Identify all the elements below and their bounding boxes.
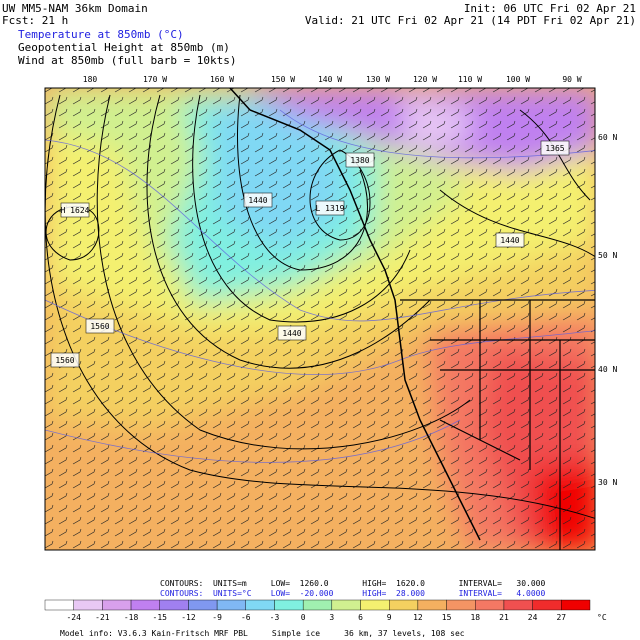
colorbar-label: -21 (95, 613, 110, 622)
contour-label: 1440 (500, 236, 519, 245)
colorbar-label: -3 (270, 613, 280, 622)
colorbar-label: -6 (241, 613, 251, 622)
latitude-label: 30 N (598, 478, 617, 487)
colorbar-label: -9 (212, 613, 222, 622)
colorbar-swatch (130, 599, 160, 611)
colorbar-swatch (503, 599, 533, 611)
colorbar-swatch (446, 599, 476, 611)
colorbar-swatch (274, 599, 304, 611)
longitude-label: 130 W (366, 75, 390, 84)
colorbar-swatch (44, 599, 74, 611)
colorbar-label: -24 (66, 613, 81, 622)
contour-label-box (495, 232, 525, 248)
valid-time: Valid: 21 UTC Fri 02 Apr 21 (14 PDT Fri … (305, 14, 636, 27)
borders (400, 299, 595, 550)
contour-info: CONTOURS: UNITS=m LOW= 1260.0 HIGH= 1620… (160, 579, 545, 588)
colorbar-label: 9 (387, 613, 392, 622)
colorbar-swatch (360, 599, 390, 611)
colorbar-swatch (245, 599, 275, 611)
map-frame (44, 87, 596, 551)
contour-label: 1440 (282, 329, 301, 338)
forecast-hour: Fcst: 21 h (2, 14, 68, 27)
contour-label-box (540, 140, 570, 156)
colorbar-swatch (532, 599, 562, 611)
longitude-label: 180 (83, 75, 98, 84)
contour-label-box (60, 202, 90, 218)
init-time: Init: 06 UTC Fri 02 Apr 21 (464, 2, 636, 15)
contour-label: L 1319 (316, 204, 345, 213)
colorbar-swatch (561, 599, 591, 611)
colorbar-label: 15 (442, 613, 452, 622)
colorbar-label: 12 (413, 613, 423, 622)
colorbar-swatch (102, 599, 132, 611)
colorbar-label: 21 (499, 613, 509, 622)
title: UW MM5-NAM 36km Domain (2, 2, 148, 15)
longitude-label: 100 W (506, 75, 530, 84)
colorbar-label: 27 (556, 613, 566, 622)
latitude-label: 60 N (598, 133, 617, 142)
contour-label: 1560 (90, 322, 109, 331)
contour-label: 1380 (350, 156, 369, 165)
colorbar-swatch (475, 599, 505, 611)
model-info: Model info: V3.6.3 Kain-Fritsch MRF PBL … (60, 629, 465, 638)
temperature-contours (45, 109, 595, 463)
colorbar-swatch (216, 599, 246, 611)
longitude-label: 110 W (458, 75, 482, 84)
colorbar-swatch (331, 599, 361, 611)
latitude-label: 50 N (598, 251, 617, 260)
longitude-label: 170 W (143, 75, 167, 84)
colorbar-label: 6 (358, 613, 363, 622)
height-contours (45, 94, 595, 519)
longitude-label: 140 W (318, 75, 342, 84)
colorbar-unit: °C (597, 613, 607, 622)
colorbar-swatch (188, 599, 218, 611)
coastline (229, 88, 481, 541)
longitude-label: 150 W (271, 75, 295, 84)
colorbar-label: -18 (124, 613, 139, 622)
field-label: Wind at 850mb (full barb = 10kts) (18, 54, 237, 67)
contour-label-box (85, 318, 115, 334)
colorbar-label: 0 (301, 613, 306, 622)
colorbar-swatch (159, 599, 189, 611)
contour-label: 1365 (545, 144, 564, 153)
colorbar-swatch (302, 599, 333, 611)
colorbar-label: 18 (470, 613, 480, 622)
latitude-label: 40 N (598, 365, 617, 374)
contour-label-box (50, 352, 80, 368)
contour-label: 1560 (55, 356, 74, 365)
colorbar-swatch (389, 599, 419, 611)
contour-label-box (345, 152, 375, 168)
colorbar-label: 3 (329, 613, 334, 622)
contour-label: H 1624 (61, 206, 90, 215)
contour-label-box (243, 192, 273, 208)
colorbar-label: -12 (181, 613, 196, 622)
contour-info: CONTOURS: UNITS=°C LOW= -20.000 HIGH= 28… (160, 589, 545, 598)
colorbar-swatch (73, 599, 103, 611)
longitude-label: 160 W (210, 75, 234, 84)
colorbar-label: -15 (153, 613, 168, 622)
map-field (45, 88, 595, 550)
colorbar-label: 24 (528, 613, 538, 622)
field-label: Geopotential Height at 850mb (m) (18, 41, 230, 54)
longitude-label: 120 W (413, 75, 437, 84)
contour-label: 1440 (248, 196, 267, 205)
field-label: Temperature at 850mb (°C) (18, 28, 184, 41)
longitude-label: 90 W (562, 75, 581, 84)
contour-label-box (277, 325, 307, 341)
contour-label-box (315, 200, 345, 216)
colorbar-swatch (417, 599, 447, 611)
